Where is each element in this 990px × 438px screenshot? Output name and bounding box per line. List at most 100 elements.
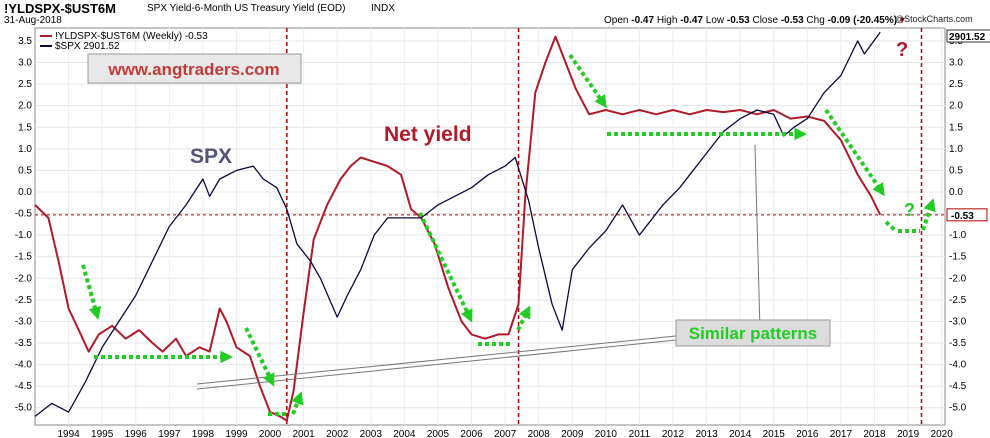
close-value: -0.53 <box>780 15 804 26</box>
chg-value: -0.09 (-20.45%) <box>827 15 898 26</box>
spx-tag-box <box>946 29 990 43</box>
x-tick-label: 2000 <box>259 429 282 438</box>
chart-symbol: !YLDSPX-$UST6M <box>4 1 116 16</box>
y-axis-left: 3.5 3.0 2.5 2.0 1.5 1.0 0.5 0.0 -0.5 -1.0 -1.5 -2.0… <box>15 36 33 414</box>
y-tick-label: -4.5 <box>949 381 967 392</box>
spx-tag: 2901.52 <box>949 32 986 43</box>
x-tick-label: 2020 <box>931 429 954 438</box>
open-value: -0.47 <box>631 15 655 26</box>
y-tick-label: -1.0 <box>949 230 967 241</box>
x-tick-label: 1998 <box>192 429 215 438</box>
pointer-line <box>196 339 677 390</box>
y-tick-label: 2.0 <box>18 101 32 112</box>
y-tick-label: -5.0 <box>15 403 33 414</box>
x-axis: 1994 1995 1996 1997 1998 1999 2000 2001 2002 2003… <box>57 429 953 438</box>
y-tick-label: -4.0 <box>15 360 33 371</box>
high-label: High <box>656 15 678 26</box>
green-arrow <box>81 264 102 320</box>
x-tick-label: 2001 <box>293 429 316 438</box>
green-arrow <box>418 212 473 323</box>
x-tick-label: 2019 <box>897 429 920 438</box>
pointer-line <box>754 144 761 331</box>
x-tick-label: 2017 <box>830 429 853 438</box>
y-axis-right: 3.53.02.52.01.51.00.50.0-0.5-1.0-1.5-2.0… <box>949 36 967 414</box>
x-tick-label: 2015 <box>763 429 786 438</box>
chart-date: 31-Aug-2018 <box>4 15 62 26</box>
watermark: www.angtraders.com <box>107 60 279 79</box>
watermark-box <box>87 53 302 84</box>
y-tick-label: -2.5 <box>949 295 967 306</box>
net-yield-annotation: Net yield <box>384 123 472 146</box>
green-arrow <box>921 198 936 231</box>
x-tick-label: 1999 <box>225 429 248 438</box>
green-arrow <box>884 220 898 233</box>
x-tick-label: 2003 <box>360 429 383 438</box>
x-tick-label: 2018 <box>863 429 886 438</box>
y-tick-label: -2.0 <box>949 273 967 284</box>
x-tick-label: 2013 <box>695 429 718 438</box>
x-tick-label: 2006 <box>460 429 483 438</box>
y-tick-label: 3.5 <box>18 36 32 47</box>
green-arrow <box>568 53 607 109</box>
x-tick-label: 2014 <box>729 429 752 438</box>
y-tick-label: 0.5 <box>18 165 32 176</box>
x-tick-label: 2008 <box>528 429 551 438</box>
legend-label-net-yield: !YLDSPX-$UST6M (Weekly) -0.53 <box>55 31 208 42</box>
y-tick-label: -0.5 <box>15 209 33 220</box>
y-tick-label: -4.0 <box>949 360 967 371</box>
y-tick-label: -2.5 <box>15 295 33 306</box>
spx-line <box>34 31 881 417</box>
y-tick-label: -3.0 <box>15 316 33 327</box>
y-tick-label: 0.5 <box>949 165 963 176</box>
y-tick-label: 3.0 <box>18 58 32 69</box>
legend: !YLDSPX-$UST6M (Weekly) -0.53 $SPX 2901.… <box>40 31 208 52</box>
question-mark-bottom: ? <box>904 200 915 220</box>
y-tick-label: 1.0 <box>18 144 32 155</box>
last-value-tag-box <box>946 208 988 222</box>
x-tick-label: 2010 <box>595 429 618 438</box>
y-tick-label: 0.0 <box>18 187 32 198</box>
y-tick-label: 0.0 <box>949 187 963 198</box>
high-value: -0.47 <box>680 15 703 26</box>
x-tick-label: 2011 <box>629 429 651 438</box>
green-arrow <box>824 108 885 197</box>
x-tick-label: 2012 <box>662 429 685 438</box>
x-tick-label: 2009 <box>561 429 584 438</box>
y-tick-label: 1.5 <box>18 122 32 133</box>
low-label: Low <box>705 15 725 26</box>
green-arrow <box>244 327 275 387</box>
x-tick-label: 2007 <box>494 429 517 438</box>
y-tick-label: -3.5 <box>949 338 967 349</box>
y-tick-label: -3.5 <box>15 338 33 349</box>
x-tick-label: 1996 <box>125 429 148 438</box>
y-tick-label: 1.5 <box>949 122 963 133</box>
low-value: -0.53 <box>726 15 750 26</box>
y-tick-label: -1.5 <box>949 252 967 263</box>
green-arrows <box>81 53 936 416</box>
y-tick-label: -4.5 <box>15 381 33 392</box>
chg-label: Chg <box>806 15 825 26</box>
vertical-markers <box>35 28 945 425</box>
series-group <box>34 31 882 422</box>
y-tick-label: 2.5 <box>949 79 963 90</box>
chart-exchange: INDX <box>371 3 395 14</box>
y-tick-label: 3.0 <box>949 58 963 69</box>
close-label: Close <box>752 15 779 26</box>
chg-down-icon: ▾ <box>899 15 905 26</box>
y-tick-label: -2.0 <box>15 273 33 284</box>
y-tick-label: 1.0 <box>949 144 963 155</box>
x-tick-label: 2004 <box>393 429 416 438</box>
green-arrow <box>516 305 531 331</box>
stockcharts-credit: @StockCharts.com <box>895 14 973 24</box>
ohlc-readout: Open -0.47 High -0.47 Low -0.53 Close -0… <box>604 15 905 26</box>
y-tick-label: -3.0 <box>949 316 967 327</box>
x-tick-label: 2016 <box>796 429 819 438</box>
similar-patterns-label: Similar patterns <box>689 324 818 343</box>
x-tick-label: 2005 <box>427 429 450 438</box>
net-yield-line <box>34 35 882 422</box>
green-arrow <box>291 391 304 415</box>
y-tick-label: -5.0 <box>949 403 967 414</box>
y-tick-label: 2.0 <box>949 101 963 112</box>
pointer-line <box>196 335 677 385</box>
